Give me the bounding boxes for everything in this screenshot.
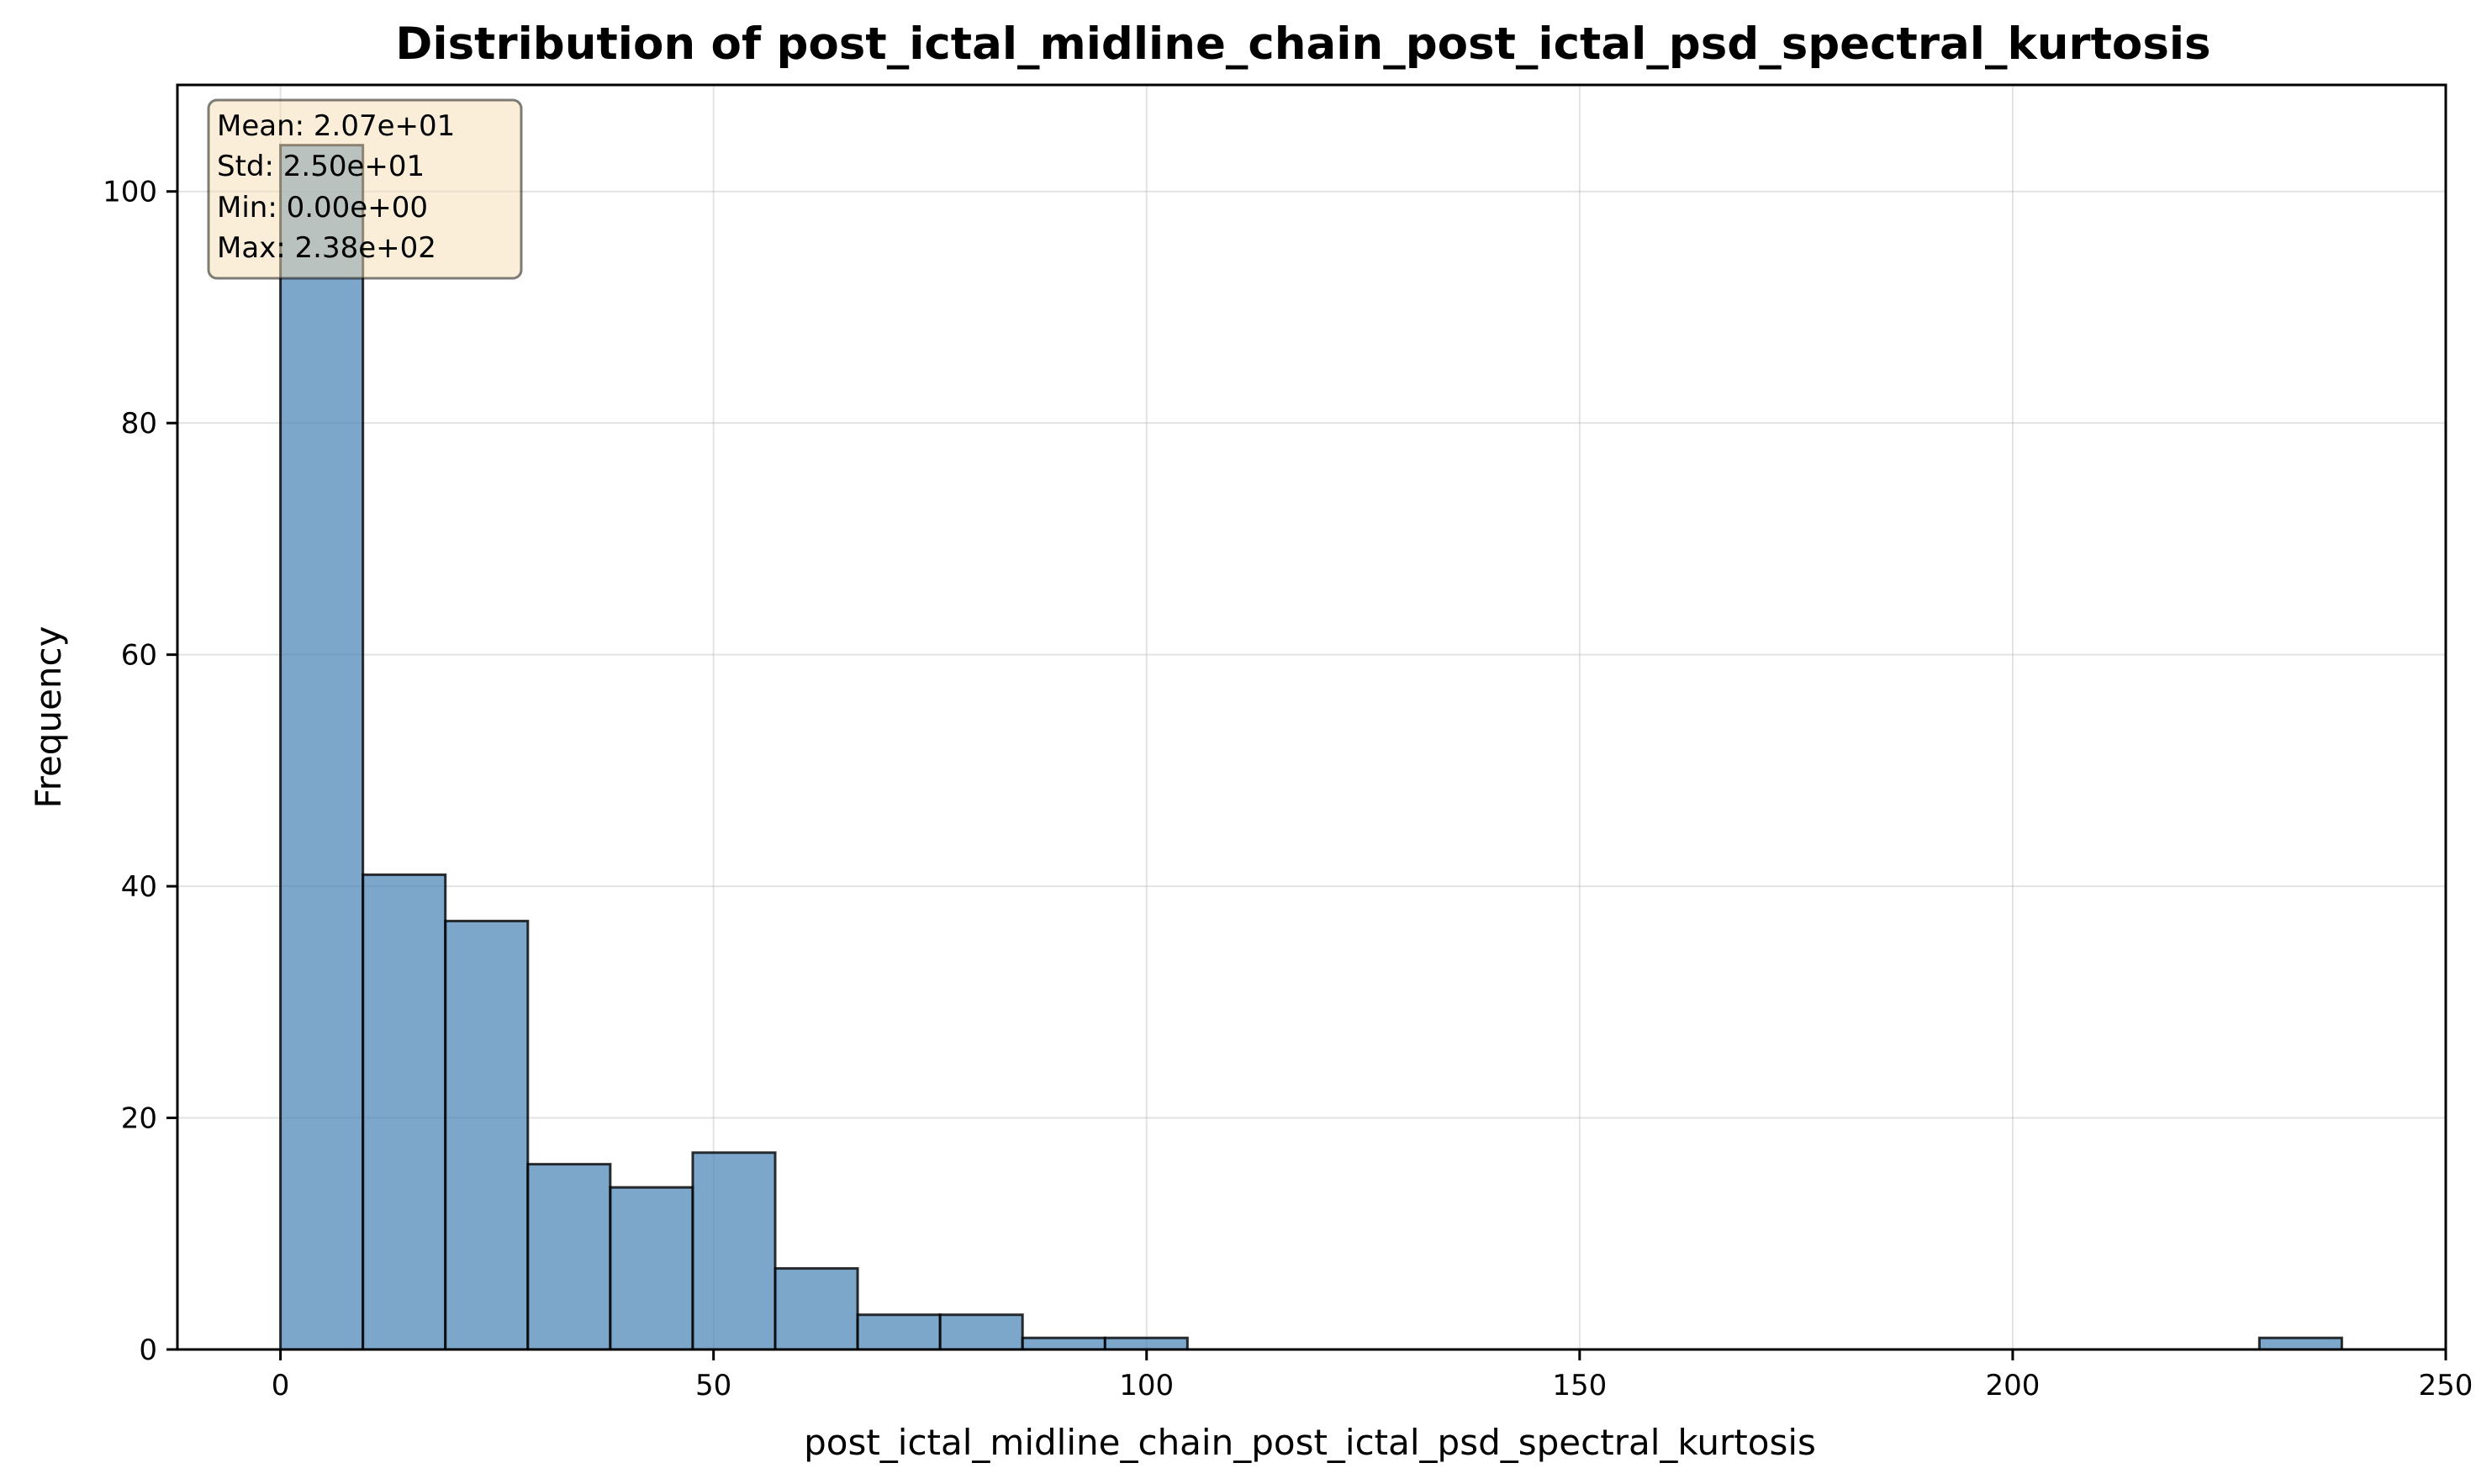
- stats-box-background: [207, 98, 523, 280]
- stats-mean: Mean: 2.07e+01: [217, 109, 455, 143]
- x-tick-label: 0: [272, 1369, 290, 1402]
- x-tick-label: 200: [1985, 1369, 2040, 1402]
- x-tick-label: 100: [1119, 1369, 1174, 1402]
- histogram-bar: [1103, 1336, 1189, 1351]
- y-tick-label: 20: [121, 1102, 157, 1136]
- x-tick-label: 250: [2419, 1369, 2474, 1402]
- histogram-bar: [856, 1313, 942, 1351]
- plot-frame: [176, 83, 2447, 1351]
- chart-title: Distribution of post_ictal_midline_chain…: [395, 18, 2210, 70]
- histogram-bar: [362, 873, 447, 1351]
- histogram-bar: [279, 144, 365, 1351]
- y-tick-label: 60: [121, 639, 157, 673]
- x-tick-label: 150: [1552, 1369, 1607, 1402]
- histogram-bar: [691, 1151, 777, 1351]
- histogram-bar: [2257, 1336, 2343, 1351]
- x-axis-ticks: 0 50 100 150 200 250: [272, 1349, 2474, 1402]
- y-axis-ticks: 0 20 40 60 80 100: [103, 176, 177, 1367]
- y-tick-label: 40: [121, 870, 157, 904]
- x-tick-label: 50: [695, 1369, 731, 1402]
- histogram-bar: [444, 919, 530, 1351]
- stats-box: Mean: 2.07e+01 Std: 2.50e+01 Min: 0.00e+…: [207, 98, 523, 280]
- histogram-bar: [938, 1313, 1024, 1351]
- histogram-bars: [279, 144, 2343, 1351]
- x-axis-label: post_ictal_midline_chain_post_ictal_psd_…: [804, 1422, 1816, 1463]
- stats-max: Max: 2.38e+02: [217, 231, 436, 265]
- histogram-bar: [609, 1186, 694, 1351]
- y-axis-label: Frequency: [28, 626, 69, 809]
- histogram-bar: [1021, 1336, 1106, 1351]
- histogram-bar: [773, 1267, 859, 1351]
- y-tick-label: 80: [121, 407, 157, 441]
- stats-min: Min: 0.00e+00: [217, 191, 428, 224]
- histogram-bar: [526, 1163, 612, 1351]
- y-tick-label: 100: [103, 176, 157, 209]
- stats-std: Std: 2.50e+01: [217, 150, 425, 183]
- y-tick-label: 0: [139, 1333, 157, 1367]
